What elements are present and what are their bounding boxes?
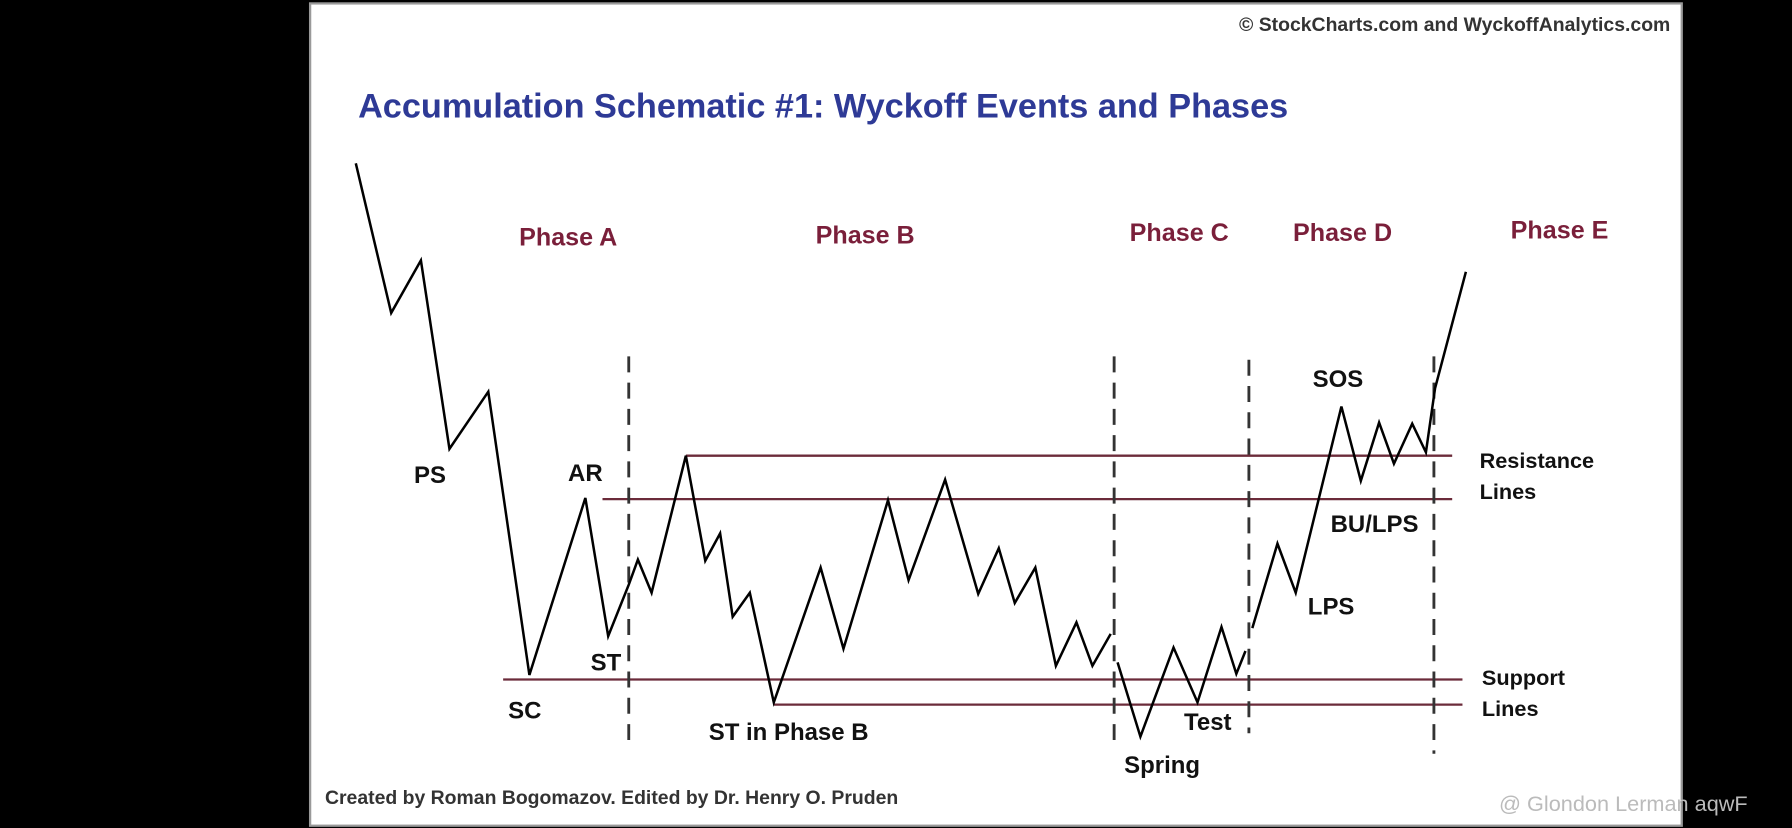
- price-path: [1251, 271, 1468, 629]
- watermark: @ Glondon Lerman aqwF: [1499, 791, 1748, 816]
- phase-label: Phase B: [816, 221, 915, 249]
- phase-label: Phase D: [1293, 219, 1392, 247]
- event-label: Spring: [1124, 752, 1200, 779]
- line-label: Lines: [1482, 696, 1539, 721]
- copyright: © StockCharts.com and WyckoffAnalytics.c…: [1239, 14, 1670, 36]
- phase-label: Phase E: [1511, 217, 1609, 245]
- event-label: ST in Phase B: [709, 719, 869, 746]
- line-label: Resistance: [1480, 448, 1595, 473]
- price-path: [1116, 622, 1247, 741]
- event-label: Test: [1184, 709, 1232, 736]
- event-label: BU/LPS: [1331, 511, 1419, 538]
- event-label: SC: [508, 697, 541, 724]
- event-label: LPS: [1308, 593, 1355, 620]
- line-label: Support: [1482, 665, 1565, 690]
- credit: Created by Roman Bogomazov. Edited by Dr…: [325, 787, 898, 809]
- level-lines: [503, 454, 1463, 706]
- phase-label: Phase A: [519, 224, 617, 252]
- event-label: AR: [568, 460, 603, 487]
- diagram-panel: [308, 2, 1683, 827]
- title: Accumulation Schematic #1: Wyckoff Event…: [358, 88, 1288, 126]
- phase-dividers: [627, 356, 1436, 754]
- line-label: Lines: [1480, 479, 1537, 504]
- event-label: SOS: [1313, 366, 1364, 393]
- event-label: PS: [414, 462, 446, 489]
- price-path: [354, 163, 1112, 707]
- phase-label: Phase C: [1130, 219, 1229, 247]
- event-label: ST: [591, 649, 622, 676]
